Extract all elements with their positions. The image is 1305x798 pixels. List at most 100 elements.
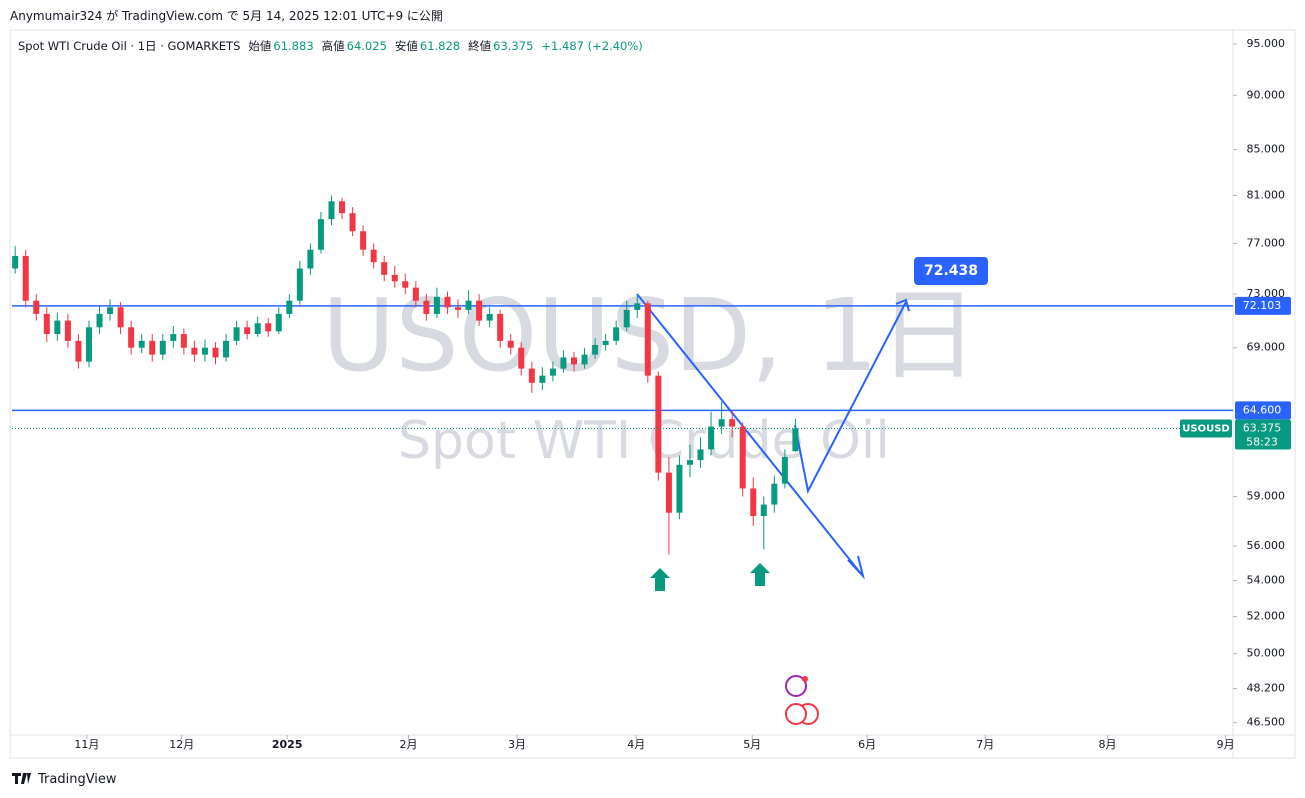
candle-body xyxy=(750,488,757,516)
candle-body xyxy=(539,375,546,383)
legend: Spot WTI Crude Oil · 1日 · GOMARKETS 始値 61.… xyxy=(18,39,643,53)
candle-body xyxy=(455,307,462,310)
y-tick-label: 95.000 xyxy=(1247,37,1286,50)
candle-body xyxy=(412,287,419,301)
trend-line xyxy=(636,293,863,576)
countdown: 58:23 xyxy=(1246,436,1278,449)
candle-body xyxy=(771,483,778,505)
candle-body xyxy=(739,426,746,489)
candle-body xyxy=(602,340,609,345)
last-price-box xyxy=(1235,419,1291,450)
candle-body xyxy=(381,262,388,275)
x-tick-label: 9月 xyxy=(1217,738,1235,751)
y-tick-label: 48.200 xyxy=(1247,682,1286,695)
candle-body xyxy=(159,340,166,355)
candle-body xyxy=(507,340,514,348)
candle-body xyxy=(708,426,715,450)
candle-body xyxy=(275,313,282,332)
candle-body xyxy=(423,300,430,314)
x-tick-label: 2025 xyxy=(272,738,303,751)
candle-body xyxy=(254,323,261,335)
up-arrow xyxy=(750,563,770,586)
legend-label: 安値 xyxy=(395,39,418,53)
candle-body xyxy=(676,464,683,513)
candle-body xyxy=(244,327,251,335)
candle-body xyxy=(444,296,451,308)
callout-text: 72.438 xyxy=(924,263,978,279)
candle-body xyxy=(613,327,620,341)
y-tick-label: 59.000 xyxy=(1247,489,1286,502)
candle-body xyxy=(486,313,493,321)
candle-body xyxy=(665,472,672,513)
x-tick-label: 5月 xyxy=(743,738,761,751)
published-line: Anymumair324 が TradingView.com で 5月 14, … xyxy=(10,8,443,23)
candle-body xyxy=(265,323,272,332)
legend-value: 63.375 xyxy=(493,39,533,53)
candle-body xyxy=(560,357,567,369)
projection-path xyxy=(794,301,907,494)
candle-body xyxy=(128,327,135,348)
y-tick-label: 69.000 xyxy=(1247,341,1286,354)
legend-label: 始値 xyxy=(248,39,271,53)
x-tick-label: 11月 xyxy=(74,738,99,751)
candle-body xyxy=(760,504,767,516)
y-tick-label: 50.000 xyxy=(1247,647,1286,660)
candle-body xyxy=(117,307,124,328)
x-tick-label: 6月 xyxy=(858,738,876,751)
candle-body xyxy=(54,320,61,335)
candle-body xyxy=(75,340,82,362)
x-tick-label: 8月 xyxy=(1099,738,1117,751)
legend-title: Spot WTI Crude Oil · 1日 · GOMARKETS xyxy=(18,39,240,53)
candle-body xyxy=(180,334,187,348)
candle-body xyxy=(592,344,599,355)
candle-body xyxy=(64,320,71,341)
legend-value: 61.883 xyxy=(273,39,313,53)
candle-body xyxy=(317,219,324,250)
candle-body xyxy=(360,231,367,250)
legend-label: 高値 xyxy=(322,39,345,53)
candle-body xyxy=(433,296,440,314)
candle-body xyxy=(138,340,145,348)
candle-body xyxy=(644,303,651,376)
legend-change: +1.487 (+2.40%) xyxy=(541,39,642,53)
symbol-label: USOUSD xyxy=(1182,424,1229,435)
candle-body xyxy=(634,303,641,310)
legend-value: 61.828 xyxy=(420,39,460,53)
candle-body xyxy=(12,255,19,269)
arrow-head xyxy=(847,555,865,580)
candle-body xyxy=(43,313,50,335)
candle-body xyxy=(549,368,556,376)
candle-body xyxy=(497,313,504,341)
candle-body xyxy=(22,255,29,301)
candle-body xyxy=(370,249,377,263)
y-tick-label: 77.000 xyxy=(1247,237,1286,250)
candle-body xyxy=(391,274,398,282)
candle-body xyxy=(792,428,799,452)
y-tick-label: 52.000 xyxy=(1247,609,1286,622)
candle-body xyxy=(402,281,409,288)
price-label-box xyxy=(1235,296,1291,315)
price-label: 72.103 xyxy=(1243,299,1282,312)
candle-body xyxy=(223,340,230,358)
candle-body xyxy=(570,357,577,365)
symbol-box xyxy=(1180,419,1232,438)
candle-body xyxy=(465,300,472,310)
candle-body xyxy=(286,300,293,314)
up-arrow xyxy=(650,568,670,591)
x-tick-label: 12月 xyxy=(169,738,194,751)
candle-body xyxy=(170,334,177,341)
arrow-head xyxy=(895,298,910,312)
candle-body xyxy=(328,201,335,220)
candle-body xyxy=(296,268,303,301)
candle-body xyxy=(212,347,219,358)
frame xyxy=(9,29,1296,759)
callout-box xyxy=(914,257,988,285)
candle-body xyxy=(718,419,725,427)
footer-brand: TradingView xyxy=(37,772,117,787)
brand-logo xyxy=(12,773,31,784)
price-label-box xyxy=(1235,401,1291,420)
candle-body xyxy=(623,309,630,328)
candle-body xyxy=(349,213,356,232)
